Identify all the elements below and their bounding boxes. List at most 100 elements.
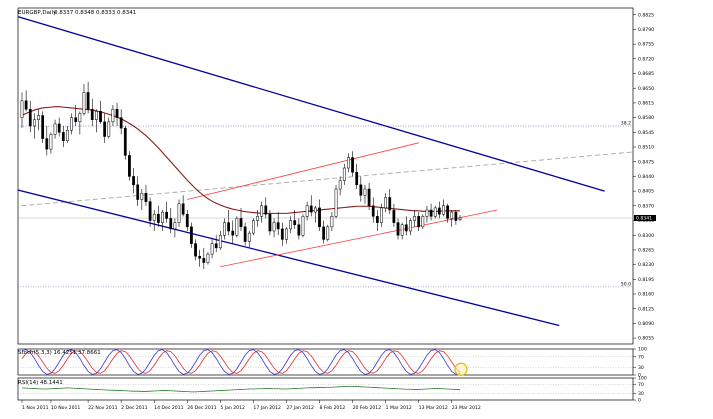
candle-body-down (351, 157, 354, 173)
candle-body-up (206, 253, 210, 263)
price-tick-label: 0.8650 (638, 86, 654, 92)
candle-body-up (70, 117, 73, 131)
candle (148, 197, 152, 227)
candle (413, 210, 416, 227)
candle-body-down (86, 92, 90, 110)
candle (218, 231, 222, 250)
stoch-tick-label: 30 (638, 365, 644, 371)
candle (384, 193, 388, 213)
candle (351, 151, 354, 177)
candle (417, 212, 421, 232)
candle-body-down (148, 201, 152, 221)
candle (119, 109, 123, 135)
candle (280, 222, 284, 246)
candle-body-down (169, 218, 173, 230)
candle (123, 126, 127, 160)
price-tick-label: 0.8055 (638, 336, 654, 342)
candle-body-down (404, 224, 408, 232)
candle (177, 199, 181, 227)
candle (363, 184, 367, 204)
candle-body-down (359, 184, 363, 196)
stoch-main-line (21, 349, 461, 375)
candle (313, 205, 317, 223)
price-pane: 0.8825 0.8790 0.8755 0.8720 0.8685 0.8650 0.86… (17, 7, 656, 345)
candle-body-down (371, 205, 375, 217)
candle (78, 111, 82, 135)
candle (442, 199, 445, 217)
rsi-label: RSI(14) 48.1441 (18, 380, 63, 386)
candle-body-down (90, 108, 94, 120)
candle (115, 102, 119, 127)
candle-body-up (363, 188, 367, 196)
candle-body-up (107, 121, 111, 137)
candle-body-down (198, 255, 202, 259)
candle-body-down (185, 213, 189, 228)
candle (161, 210, 164, 232)
candle (28, 100, 32, 133)
symbol-label: EURGBP,Daily (18, 10, 57, 16)
price-tick-label: 0.8545 (638, 130, 654, 136)
price-tick-label: 0.8510 (638, 145, 654, 151)
price-tick-label: 0.8090 (638, 321, 654, 327)
candle (24, 90, 28, 112)
candle-body-down (57, 123, 61, 133)
candle (276, 212, 280, 236)
candle (400, 222, 404, 240)
candle-body-up (442, 205, 445, 215)
candle (375, 210, 379, 232)
candle (107, 117, 111, 139)
candle (74, 105, 78, 127)
candle (94, 109, 98, 133)
candle (169, 207, 173, 234)
candle-body-up (347, 157, 350, 169)
candle-body-up (285, 228, 288, 240)
candle (90, 98, 94, 127)
candle (181, 195, 185, 217)
stoch-tick-label: 100 (638, 347, 647, 353)
candle-body-down (239, 218, 243, 228)
candle-body-down (190, 226, 193, 244)
rsi-line (21, 385, 460, 393)
candle (330, 212, 334, 232)
candle (342, 163, 346, 185)
stoch-label: Stoch(5,3,3) 16.4251 37.8661 (18, 350, 101, 356)
candle (322, 220, 326, 244)
candle-body-up (400, 224, 404, 236)
candle-body-down (417, 216, 421, 228)
candle (206, 252, 210, 265)
candle (347, 153, 350, 173)
candle-body-down (128, 155, 131, 177)
candle-body-up (330, 216, 334, 228)
candle (334, 184, 338, 219)
candle-body-up (173, 222, 177, 230)
stoch-plot-area (21, 349, 461, 375)
candle (111, 105, 115, 127)
candle (293, 210, 297, 229)
candle (190, 222, 193, 248)
candle (289, 216, 292, 234)
candle-body-down (28, 108, 32, 127)
rsi-pane-frame (17, 377, 634, 401)
candle (326, 224, 330, 242)
candle-body-up (313, 207, 317, 213)
rsi-plot-area (21, 385, 460, 393)
candle-body-down (318, 207, 321, 228)
candle-body-down (202, 258, 206, 263)
candle (103, 113, 107, 143)
candle (367, 182, 371, 211)
price-tick-label: 0.8370 (638, 203, 654, 209)
candle (223, 218, 226, 240)
price-tick-label: 0.8720 (638, 56, 654, 62)
candle (256, 210, 259, 227)
rsi-tick-label: 0 (638, 398, 641, 404)
candle-body-up (380, 207, 383, 223)
candle (260, 201, 264, 223)
candle-body-down (181, 203, 185, 215)
candle-body-up (413, 216, 416, 221)
candle-body-down (264, 205, 268, 215)
candle-body-down (367, 188, 371, 207)
candle (214, 235, 218, 253)
candle (433, 205, 437, 219)
candle-body-up (37, 115, 40, 120)
rsi-tick-label: 100 (638, 376, 647, 382)
